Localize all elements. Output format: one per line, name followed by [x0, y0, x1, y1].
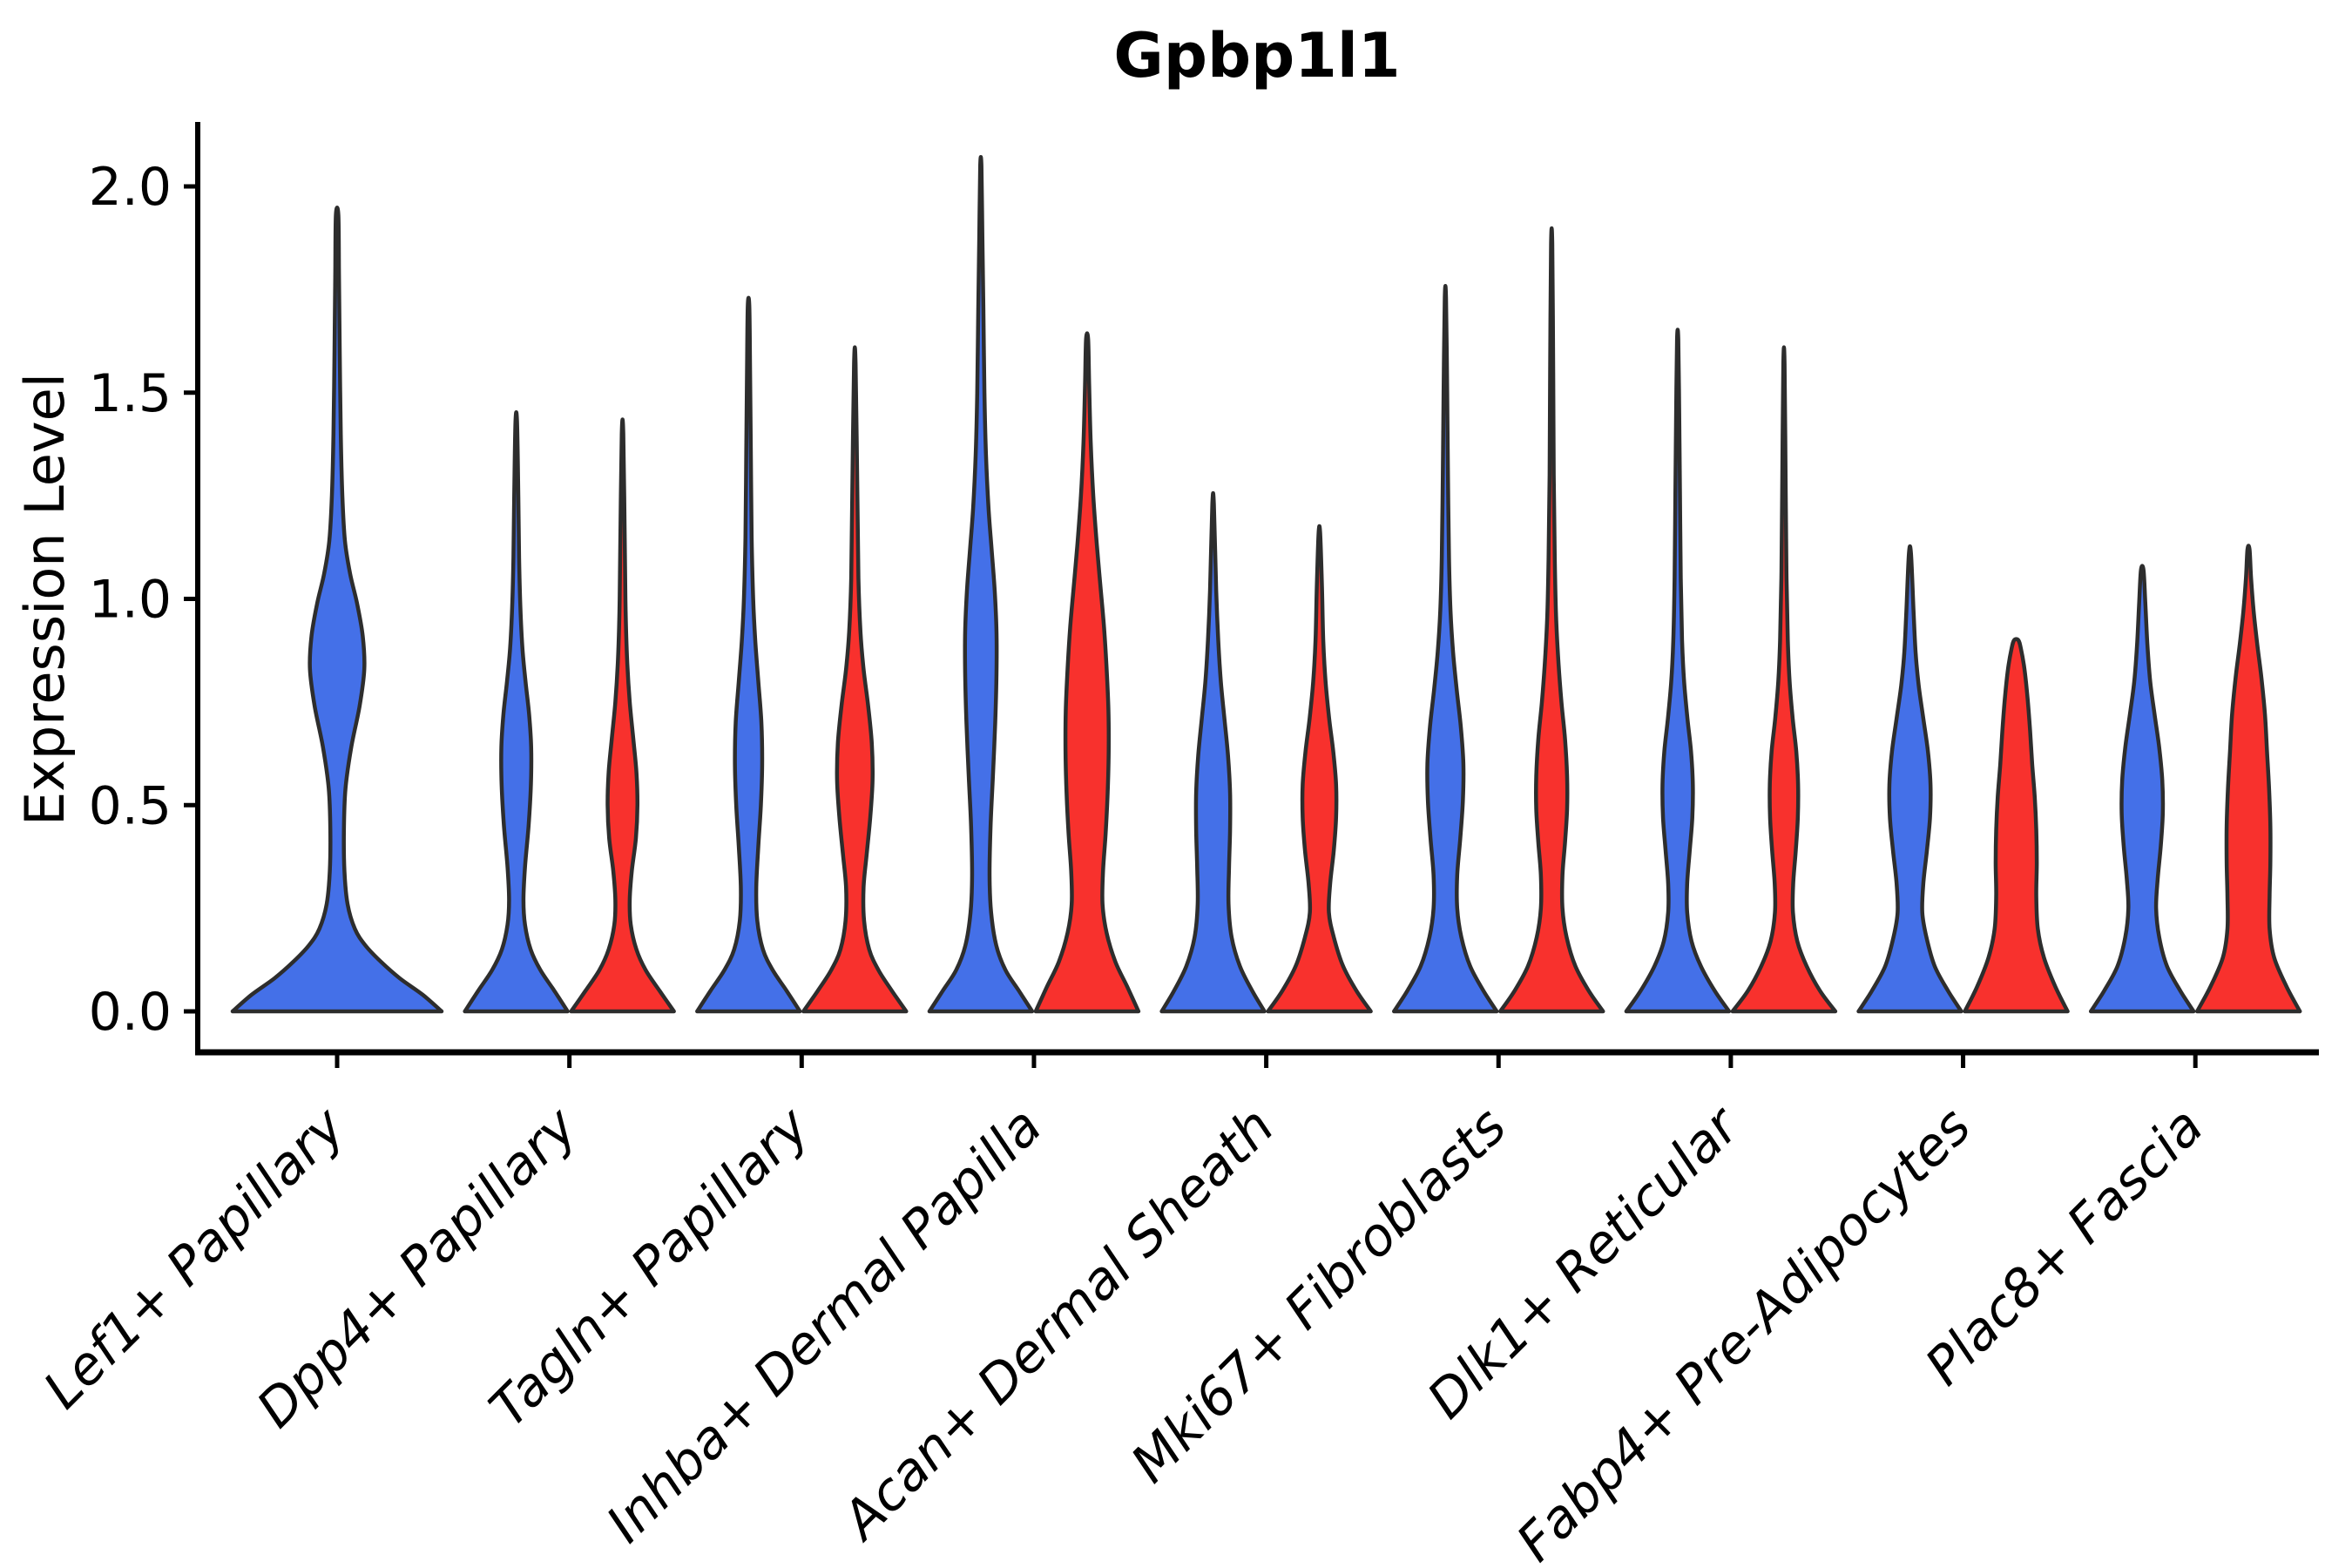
violin-dpp4-papillary-red [569, 417, 676, 1014]
x-tick-label: Inhba+ Dermal Papilla [595, 1096, 1053, 1554]
y-axis-title: Expression Level [13, 373, 77, 826]
violins-layer [230, 155, 2302, 1014]
y-tick-label: 0.0 [89, 982, 172, 1043]
y-tick-label: 2.0 [89, 157, 172, 218]
x-tick-label: Acan+ Dermal Sheath [828, 1096, 1286, 1553]
y-tick-label: 0.5 [89, 775, 172, 836]
violin-fabp4-pre-adipocytes-blue [1856, 544, 1963, 1014]
x-tick-label: Fabp4+ Pre-Adipocytes [1505, 1096, 1983, 1568]
violin-mki67-fibroblasts-red [1498, 226, 1605, 1014]
violin-dlk1-reticular-blue [1624, 328, 1732, 1014]
x-tick-label: Mki67+ Fibroblasts [1119, 1096, 1518, 1495]
y-tick-label: 1.5 [89, 363, 172, 424]
violin-dpp4-papillary-blue [463, 409, 570, 1014]
violin-tagln-papillary-red [801, 345, 909, 1014]
violin-inhba-dermal-papilla-blue [927, 155, 1035, 1014]
violin-lef1-papillary-blue [230, 206, 444, 1014]
violin-fabp4-pre-adipocytes-red [1963, 637, 2070, 1014]
violin-plac8-fascia-blue [2088, 564, 2196, 1014]
chart-title: Gpbp1l1 [1113, 20, 1400, 91]
violin-mki67-fibroblasts-blue [1392, 283, 1499, 1014]
violin-inhba-dermal-papilla-red [1033, 331, 1141, 1014]
violin-acan-dermal-sheath-blue [1159, 490, 1267, 1014]
violin-acan-dermal-sheath-red [1266, 524, 1373, 1014]
violin-dlk1-reticular-red [1730, 345, 1838, 1014]
violin-tagln-papillary-blue [695, 295, 802, 1014]
y-tick-label: 1.0 [89, 570, 172, 631]
y-axis-ticks: 0.0 0.5 1.0 1.5 2.0 [89, 157, 198, 1043]
violin-plac8-fascia-red [2194, 544, 2302, 1014]
